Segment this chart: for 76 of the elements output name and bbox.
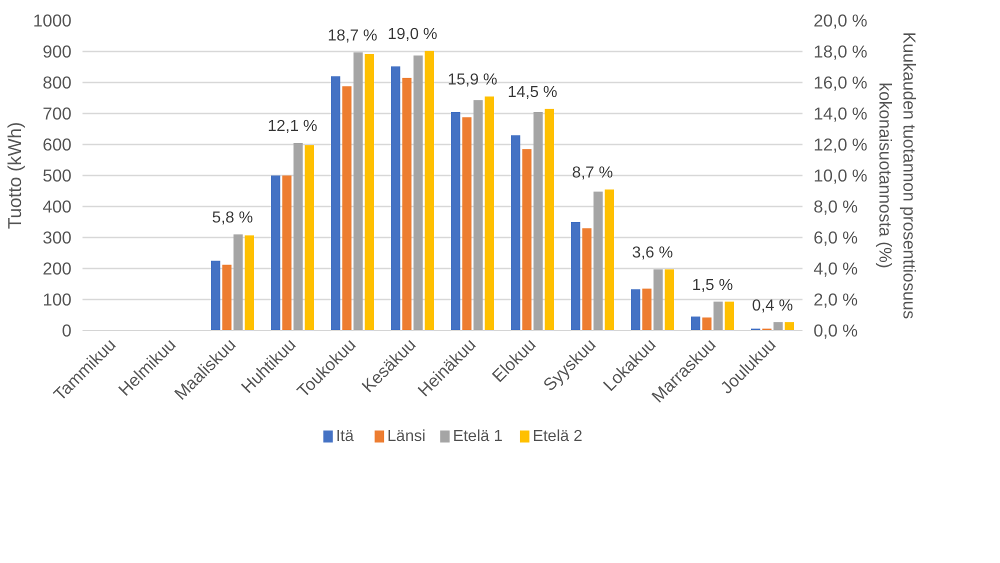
y-tick-label: 0 [62,320,72,340]
annotation: 15,9 % [448,72,498,89]
y-tick-label: 300 [42,228,72,248]
y2-tick-label: 2,0 % [814,290,858,310]
y-tick-label: 200 [42,258,72,278]
legend-label: Länsi [387,428,426,445]
bar [402,78,412,330]
y2-tick-label: 8,0 % [814,196,858,216]
y2-tick-label: 10,0 % [814,166,868,186]
bar [604,189,614,330]
bar [714,302,723,330]
bar [691,316,700,330]
bar [354,52,363,330]
annotation: 1,5 % [692,276,733,294]
bar [211,260,220,330]
y2-tick-label: 0,0 % [814,320,858,340]
bar [784,322,794,330]
annotation: 14,5 % [508,84,558,102]
bar [522,149,532,330]
bar [391,66,400,330]
annotation: 3,6 % [632,244,673,262]
y2-tick-label: 6,0 % [814,228,858,248]
bar [331,76,340,330]
bar [654,269,663,330]
legend-label: Itä [336,428,354,445]
y-tick-label: 900 [42,42,72,62]
annotation: 5,8 % [212,210,253,227]
y2-tick-label: 20,0 % [814,10,868,30]
bar [282,176,292,330]
y-tick-label: 800 [42,72,72,92]
bar [414,56,423,330]
bar [474,100,483,330]
annotation: 19,0 % [388,26,438,44]
bar [364,54,374,330]
annotation: 8,7 % [572,164,613,182]
bar [294,142,303,330]
bar [451,112,460,330]
y2-tick-label: 18,0 % [814,42,868,62]
bar [544,108,554,330]
y2-tick-label: 14,0 % [814,104,868,124]
bar [664,269,674,330]
y-tick-label: 100 [42,290,72,310]
bar [534,112,543,330]
bar [222,264,232,330]
y2-tick-label: 12,0 % [814,134,868,154]
bar [424,50,434,330]
y-axis-title: Tuotto (kWh) [4,122,25,230]
bar [631,289,640,330]
y-tick-label: 500 [42,166,72,186]
bar [511,135,520,330]
y-tick-label: 1000 [32,10,72,30]
y2-tick-label: 4,0 % [814,258,858,278]
y2-tick-label: 16,0 % [814,72,868,92]
y2-axis-title: Kuukauden tuotannon prosenttiosuus kokonaisuotannosta (%) [875,32,920,320]
bar [702,317,712,330]
bar [774,322,783,330]
bar [642,288,652,330]
bar [342,86,352,330]
y-tick-label: 400 [42,196,72,216]
bar [234,234,243,330]
bar [724,302,734,330]
legend-label: Etelä 1 [452,428,503,445]
bar [304,145,314,330]
annotation: 0,4 % [752,297,793,314]
bar [594,192,603,330]
bar [462,117,472,330]
annotation: 12,1 % [268,118,318,136]
y-tick-label: 600 [42,134,72,154]
bar [271,176,280,330]
bar [484,96,494,330]
y-tick-label: 700 [42,104,72,124]
annotation: 18,7 % [328,28,378,45]
bar [582,228,592,330]
bar [571,222,580,330]
bar [244,235,254,330]
legend-label: Etelä 2 [532,428,582,445]
